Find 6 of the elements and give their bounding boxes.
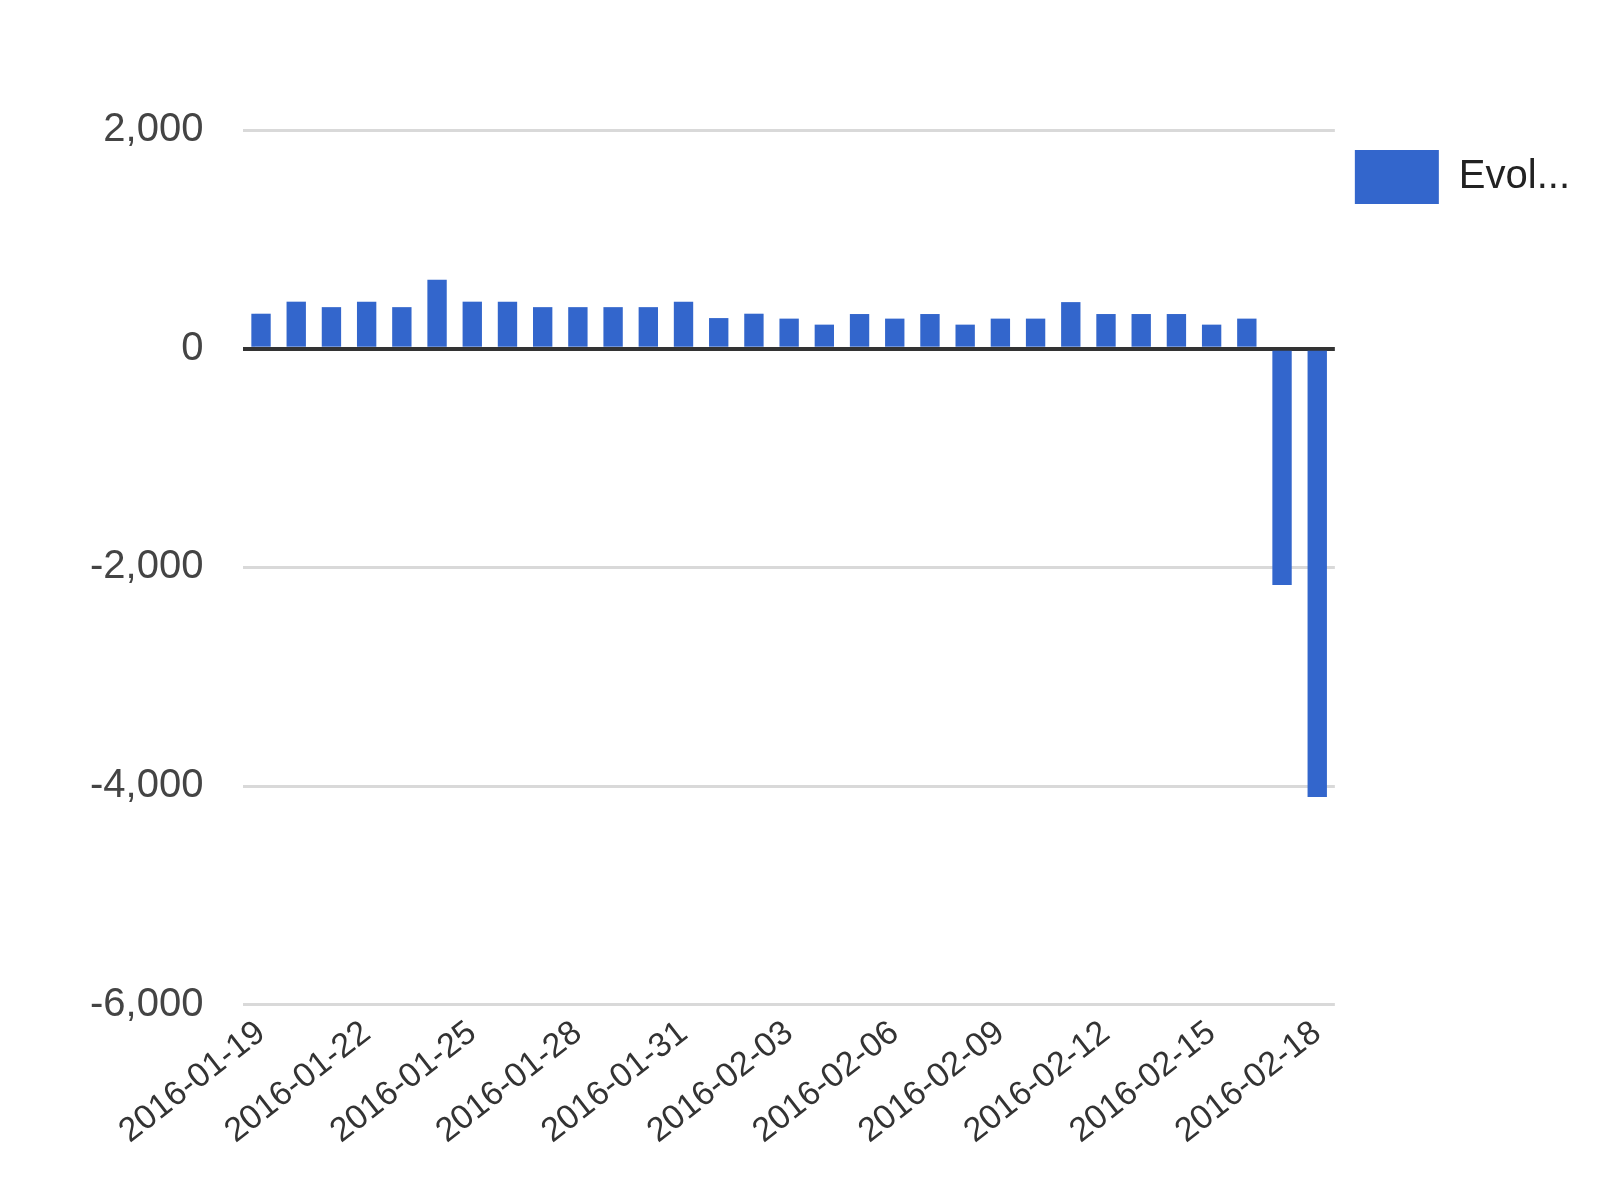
- legend-label: Evol...: [1458, 152, 1570, 197]
- y-tick-label: -2,000: [90, 542, 204, 587]
- y-tick-label: -4,000: [90, 761, 204, 806]
- y-tick-label: 0: [181, 323, 204, 368]
- y-tick-label: 2,000: [103, 105, 204, 150]
- y-tick-label: -6,000: [90, 979, 204, 1024]
